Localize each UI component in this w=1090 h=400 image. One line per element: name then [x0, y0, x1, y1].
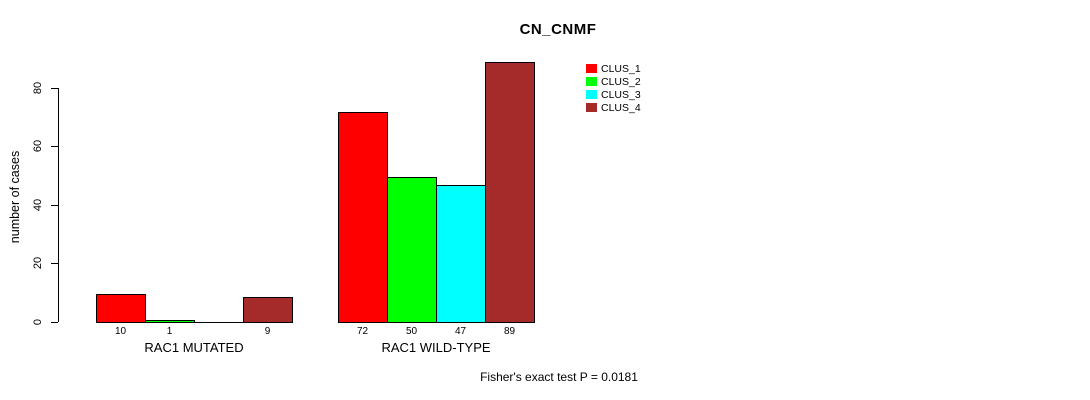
bar-CLUS_2 [145, 320, 195, 323]
y-tick-label: 40 [32, 198, 44, 212]
legend-label: CLUS_3 [601, 88, 641, 101]
bar-CLUS_3 [436, 185, 486, 323]
x-category-label: RAC1 MUTATED [144, 340, 244, 355]
legend-swatch-CLUS_3 [586, 90, 597, 99]
bar-CLUS_1 [96, 294, 146, 323]
y-tick-mark [51, 146, 58, 147]
bar-value-label: 9 [264, 326, 271, 337]
y-tick-label: 20 [32, 257, 44, 270]
chart-title: CN_CNMF [519, 21, 597, 38]
legend-label: CLUS_2 [601, 75, 641, 88]
y-tick-mark [51, 322, 58, 323]
bar-value-label: 10 [114, 326, 127, 337]
y-tick-label: 0 [32, 318, 44, 326]
y-tick-mark [51, 205, 58, 206]
legend-item: CLUS_4 [586, 101, 641, 114]
legend-swatch-CLUS_2 [586, 77, 597, 86]
bar-CLUS_4 [243, 297, 293, 323]
y-tick-mark [51, 263, 58, 264]
bar-value-label: 72 [356, 326, 369, 337]
legend-label: CLUS_4 [601, 101, 641, 114]
legend-swatch-CLUS_1 [586, 64, 597, 73]
bar-value-label: 47 [454, 326, 467, 337]
x-category-label: RAC1 WILD-TYPE [381, 340, 491, 355]
y-tick-mark [51, 88, 58, 89]
legend: CLUS_1 CLUS_2 CLUS_3 CLUS_4 [586, 62, 641, 114]
bar-value-label: 1 [166, 326, 173, 337]
bar-CLUS_1 [338, 112, 388, 323]
legend-item: CLUS_3 [586, 88, 641, 101]
y-tick-label: 80 [32, 81, 44, 94]
legend-item: CLUS_1 [586, 62, 641, 75]
legend-swatch-CLUS_4 [586, 103, 597, 112]
bar-value-label: 89 [503, 326, 516, 337]
bar-value-label: 50 [405, 326, 418, 337]
y-axis-line [58, 88, 59, 322]
bar-CLUS_4 [485, 62, 535, 323]
annotation-text: Fisher's exact test P = 0.0181 [480, 370, 638, 384]
legend-label: CLUS_1 [601, 62, 641, 75]
y-axis-label: number of cases [8, 150, 22, 244]
bar-CLUS_2 [387, 177, 437, 323]
y-tick-label: 60 [32, 140, 44, 153]
legend-item: CLUS_2 [586, 75, 641, 88]
